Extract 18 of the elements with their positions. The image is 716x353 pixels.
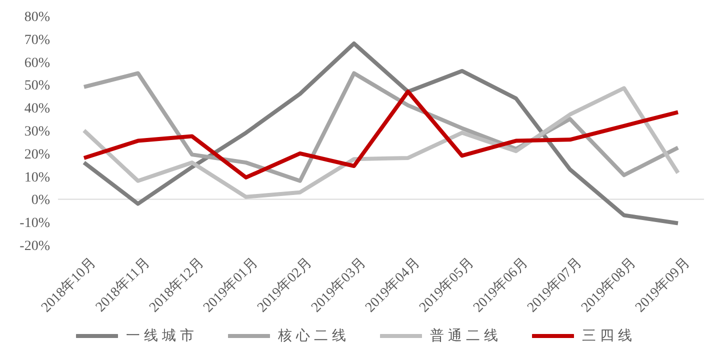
legend-label: 三四线 [582, 328, 636, 345]
y-tick-label: -10% [20, 216, 50, 232]
y-tick-label: 40% [24, 102, 50, 117]
legend-label: 普通二线 [430, 327, 502, 345]
y-tick-label: 50% [24, 78, 50, 94]
y-tick-label: 70% [24, 32, 50, 48]
y-tick-label: -20% [20, 238, 50, 254]
line-series [82, 86, 680, 199]
y-tick-label: 80% [24, 10, 50, 25]
y-tick-label: 10% [24, 170, 50, 186]
y-tick-label: 60% [24, 56, 50, 71]
y-tick-label: 20% [24, 147, 50, 162]
y-tick-label: 30% [24, 124, 50, 140]
legend-label: 一线城市 [126, 327, 198, 345]
line-series [82, 90, 680, 180]
y-tick-label: 0% [31, 193, 50, 208]
legend-label: 核心二线 [278, 327, 350, 345]
line-series [82, 41, 680, 226]
